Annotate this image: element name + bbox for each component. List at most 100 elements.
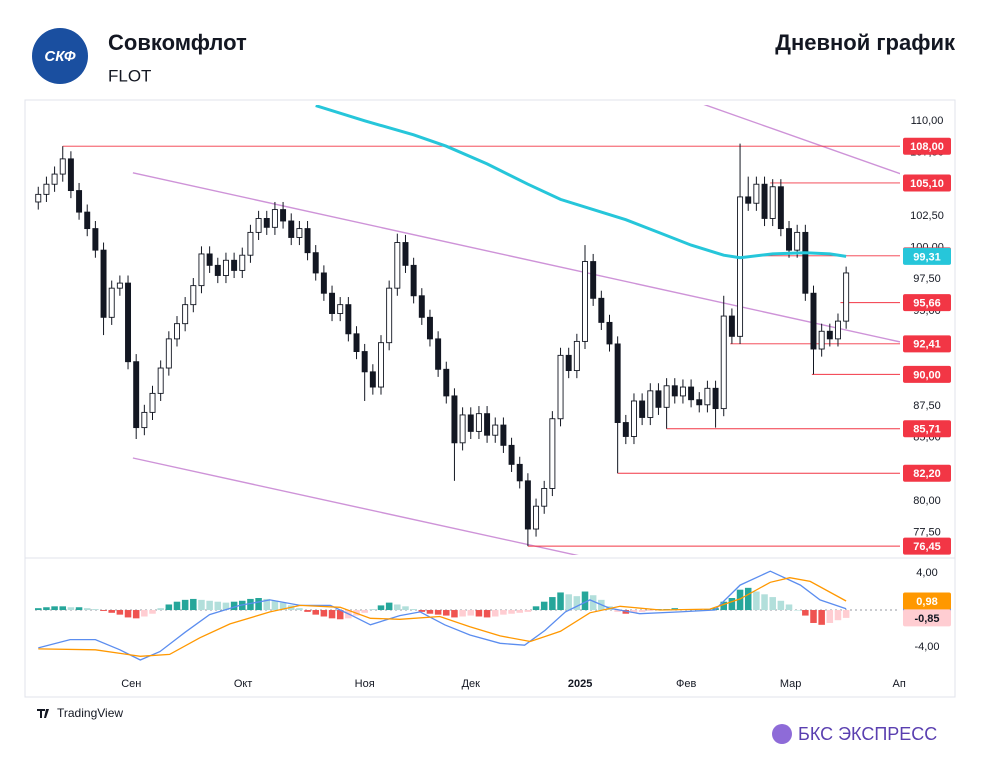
price-label-box <box>903 137 951 155</box>
macd-line <box>38 577 847 657</box>
candle-body <box>288 220 295 238</box>
candle-body <box>312 252 319 274</box>
candle-body <box>802 231 809 294</box>
histogram-bar <box>296 608 303 611</box>
candle-body <box>239 254 246 271</box>
histogram-bar <box>802 610 809 616</box>
histogram-bar <box>214 601 222 611</box>
candle-body <box>418 295 425 318</box>
histogram-bar <box>141 610 148 617</box>
candle-body <box>165 338 172 369</box>
histogram-bar <box>190 598 197 611</box>
histogram-bar <box>222 602 230 611</box>
x-tick-label: Сен <box>121 678 141 690</box>
histogram-bar <box>43 607 50 611</box>
candle-body <box>149 392 156 413</box>
histogram-bar <box>173 601 181 611</box>
candle-body <box>769 186 776 219</box>
candle-body <box>337 304 344 314</box>
candle-body <box>826 330 833 340</box>
logo-text: СКФ <box>44 48 75 65</box>
y-tick-label: 110,00 <box>911 115 944 127</box>
histogram-bar <box>826 610 834 623</box>
candle-body <box>712 387 719 410</box>
candle-body <box>745 196 752 204</box>
candle-body <box>67 158 74 192</box>
brand: БКС ЭКСПРЕСС <box>798 724 937 744</box>
ticker: FLOT <box>108 66 151 85</box>
candle-body <box>671 385 678 397</box>
candle-body <box>786 228 792 251</box>
histogram-bar <box>434 610 442 615</box>
candle-body <box>43 183 50 195</box>
x-tick-label: Ап <box>893 678 906 690</box>
histogram-bar <box>769 597 776 611</box>
candle-body <box>582 261 588 342</box>
candle-body <box>353 333 360 352</box>
candle-body <box>280 209 287 222</box>
candle-body <box>190 285 197 306</box>
candle-body <box>92 228 99 251</box>
candle-body <box>728 315 735 337</box>
candle-body <box>100 249 107 318</box>
histogram-bar <box>385 602 393 611</box>
price-label-box <box>903 537 951 555</box>
candle-body <box>835 320 841 340</box>
histogram-bar <box>443 610 450 616</box>
histogram-bar <box>279 602 287 611</box>
histogram-bar <box>467 610 475 616</box>
histogram-bar <box>206 600 213 611</box>
candle-body <box>263 218 270 228</box>
price-label-box <box>903 294 951 312</box>
price-label: 105,10 <box>910 178 944 190</box>
histogram-bar <box>834 610 842 621</box>
price-label-box <box>903 247 951 265</box>
price-label-box <box>903 609 951 627</box>
histogram-bar <box>312 610 319 615</box>
histogram-bar <box>124 610 132 618</box>
price-label-box <box>903 174 951 192</box>
macd-pane <box>35 570 900 661</box>
histogram-bar <box>614 610 621 612</box>
y-tick-label: -4,00 <box>914 641 939 653</box>
histogram-bar <box>581 591 589 611</box>
candle-body <box>622 422 629 437</box>
candle-body <box>557 354 564 420</box>
candle-body <box>116 282 123 289</box>
chart-frame <box>24 99 956 698</box>
macd-line <box>38 570 847 661</box>
y-tick-label: 80,00 <box>913 495 941 507</box>
candle-body <box>516 463 523 482</box>
price-label: 92,41 <box>913 339 941 351</box>
x-tick-label: Мар <box>780 678 802 690</box>
histogram-bar <box>753 591 760 611</box>
candle-body <box>214 264 221 276</box>
trend-line <box>132 457 579 555</box>
histogram-bar <box>410 609 417 611</box>
candle-body <box>777 186 784 230</box>
candle-body <box>761 183 768 219</box>
histogram-bar <box>336 610 344 620</box>
histogram-bar <box>181 599 189 611</box>
histogram-bar <box>418 610 426 612</box>
histogram-bar <box>565 594 572 611</box>
histogram-bar <box>532 606 540 611</box>
price-label: 95,66 <box>913 298 941 310</box>
price-label: 99,31 <box>913 251 941 263</box>
histogram-bar <box>394 604 401 611</box>
candle-body <box>182 304 189 325</box>
histogram-bar <box>573 596 581 611</box>
candle-body <box>818 330 825 350</box>
candle-body <box>329 292 336 314</box>
subtitle: Дневной график <box>775 30 956 55</box>
y-tick-label: 102,50 <box>910 210 944 222</box>
histogram-bar <box>67 607 75 611</box>
x-tick-label: Ноя <box>355 678 375 690</box>
source: TradingView <box>57 706 123 720</box>
histogram-bar <box>540 601 548 611</box>
candle-body <box>541 488 548 507</box>
histogram-bar <box>761 594 768 611</box>
candle-body <box>549 418 556 489</box>
price-pane <box>35 105 900 555</box>
